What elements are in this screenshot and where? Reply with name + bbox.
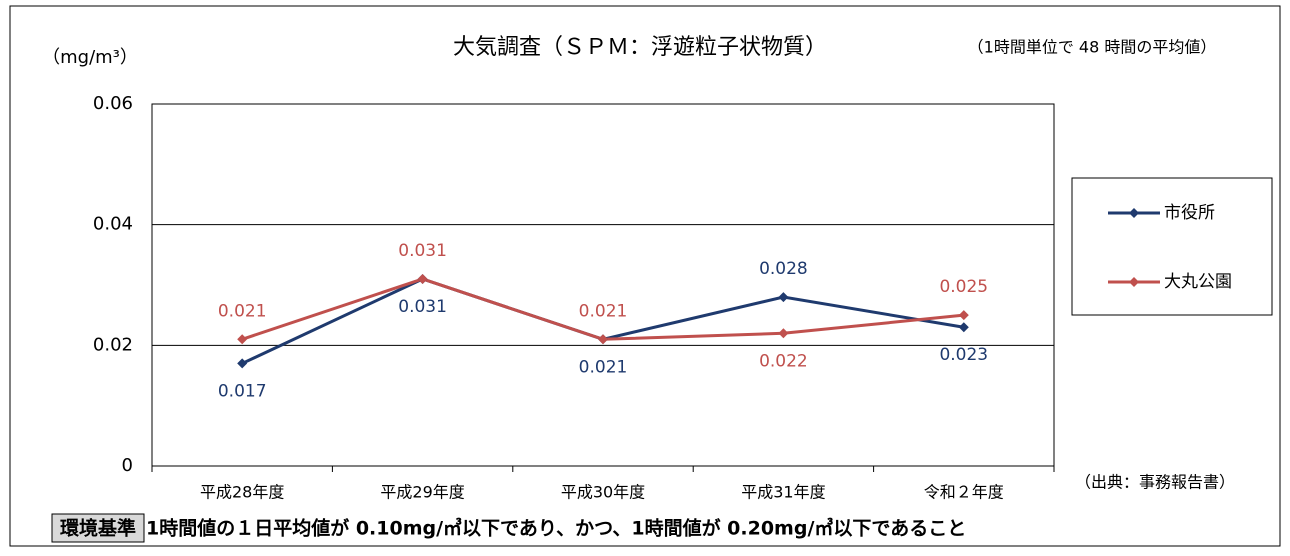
chart-subtitle: （1時間単位で 48 時間の平均値） — [968, 38, 1217, 57]
chart-border — [9, 5, 1281, 547]
x-tick-label: 平成29年度 — [380, 483, 464, 502]
x-tick-label: 平成28年度 — [200, 483, 284, 502]
data-label: 0.017 — [218, 381, 267, 401]
note: 1時間値の１日平均値が 0.10mg/㎥以下であり、かつ、1時間値が 0.20m… — [146, 517, 966, 540]
legend-label: 大丸公園 — [1164, 272, 1232, 292]
x-tick-label: 平成30年度 — [561, 483, 645, 502]
legend-marker — [1129, 277, 1139, 287]
marker — [778, 292, 789, 303]
data-label: 0.022 — [759, 351, 808, 371]
x-tick-label: 令和２年度 — [924, 483, 1004, 502]
data-label: 0.028 — [759, 259, 808, 279]
legend-label: 市役所 — [1164, 203, 1215, 223]
y-tick-label: 0.06 — [93, 93, 133, 114]
x-tick-label: 平成31年度 — [741, 483, 825, 502]
marker — [958, 322, 969, 333]
chart-title: 大気調査（ＳＰＭ：浮遊粒子状物質） — [453, 35, 827, 60]
marker — [417, 273, 428, 284]
data-label: 0.021 — [579, 301, 628, 321]
marker — [237, 358, 248, 369]
source-note: （出典：事務報告書） — [1075, 473, 1235, 492]
data-label: 0.021 — [579, 357, 628, 377]
note-tag-box — [51, 513, 145, 543]
marker — [958, 310, 969, 321]
note-tag: 環境基準 — [60, 517, 136, 540]
data-label: 0.031 — [398, 241, 447, 261]
marker — [237, 334, 248, 345]
marker — [778, 328, 789, 339]
data-label: 0.023 — [939, 345, 988, 365]
plot-border — [151, 103, 1055, 467]
marker — [598, 334, 608, 345]
data-label: 0.031 — [398, 297, 447, 317]
y-tick-label: 0 — [122, 455, 133, 476]
data-label: 0.025 — [939, 277, 988, 297]
y-tick-label: 0.02 — [93, 334, 133, 355]
y-axis-label: （mg/m³） — [42, 47, 138, 68]
legend-marker — [1129, 208, 1139, 218]
data-label: 0.021 — [218, 301, 267, 321]
legend-box — [1071, 177, 1273, 316]
y-tick-label: 0.04 — [93, 214, 133, 235]
